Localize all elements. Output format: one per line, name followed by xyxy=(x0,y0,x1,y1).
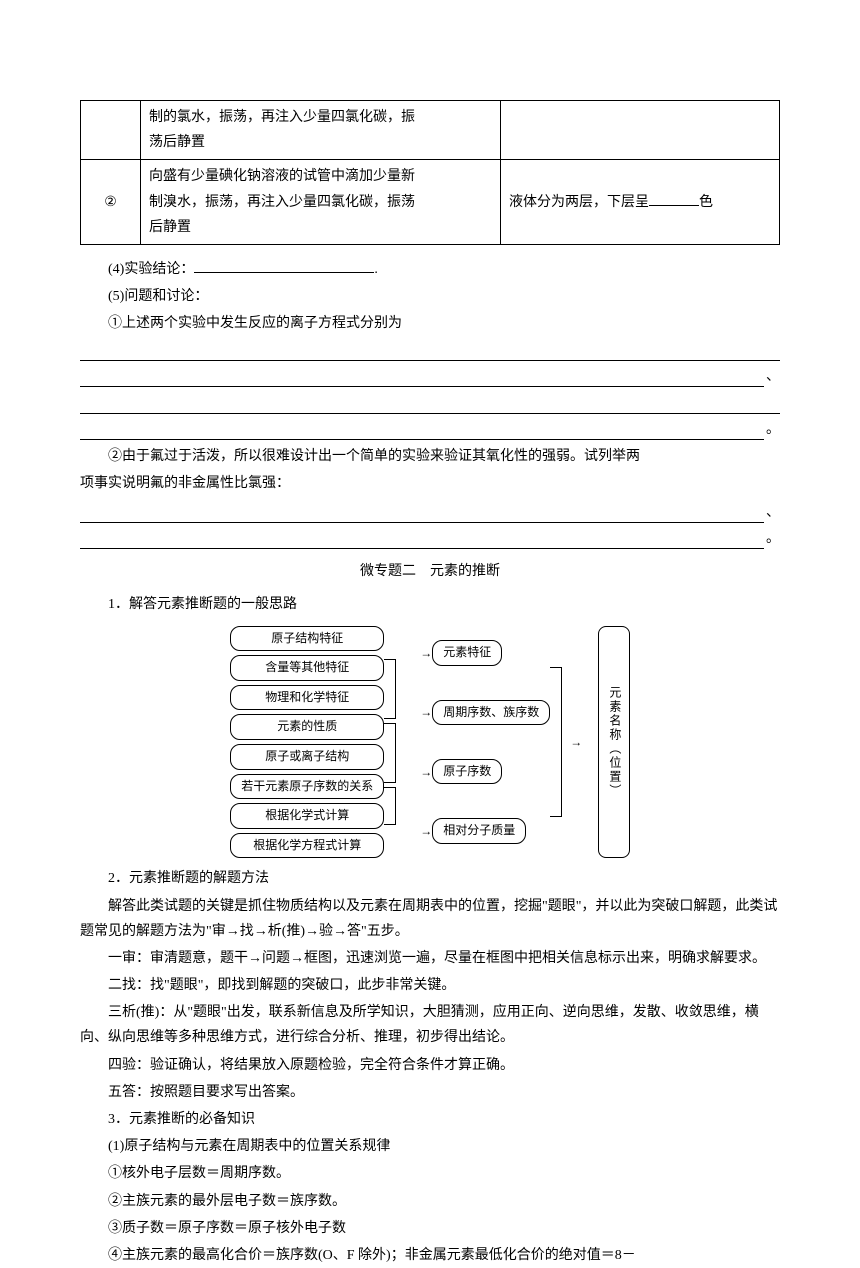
q5-sub1: ①上述两个实验中发生反应的离子方程式分别为 xyxy=(80,311,780,336)
answer-line-group: 、 xyxy=(80,498,780,524)
arrow-icon: → xyxy=(420,766,432,778)
p2-5: 四验：验证确认，将结果放入原题检验，完全符合条件才算正确。 xyxy=(80,1053,780,1078)
period: . xyxy=(374,262,378,277)
p3-2: ②主族元素的最外层电子数＝族序数。 xyxy=(80,1189,780,1214)
row2-num: ② xyxy=(81,160,141,245)
p3-3: ③质子数＝原子序数＝原子核外电子数 xyxy=(80,1216,780,1241)
arrow-icon: → xyxy=(420,706,432,718)
text: 向盛有少量碘化钠溶液的试管中滴加少量新 xyxy=(149,164,492,189)
answer-line-group: 、 xyxy=(80,363,780,389)
diagram-left-col: 原子结构特征 含量等其他特征 物理和化学特征 元素的性质 原子或离子结构 若干元… xyxy=(230,626,384,859)
diagram-box: 元素的性质 xyxy=(230,714,384,740)
arrow-icon: → xyxy=(570,736,582,748)
q4-line: (4)实验结论：. xyxy=(80,257,780,282)
sec1: 1．解答元素推断题的一般思路 xyxy=(80,592,780,617)
diagram-right-box: 元素名称︵位置︶ xyxy=(598,626,630,859)
p3-1: ①核外电子层数＝周期序数。 xyxy=(80,1161,780,1186)
arrow-icon: → xyxy=(420,647,432,659)
text: 荡后静置 xyxy=(149,130,492,155)
diagram-mid-row: →原子序数 xyxy=(420,759,550,785)
micro-title: 微专题二 元素的推断 xyxy=(80,559,780,584)
diagram-box: 根据化学方程式计算 xyxy=(230,833,384,859)
answer-line xyxy=(80,418,764,440)
text: 制溴水，振荡，再注入少量四氯化碳，振荡 xyxy=(149,190,492,215)
diagram-box: 含量等其他特征 xyxy=(230,655,384,681)
diagram-box: 周期序数、族序数 xyxy=(432,700,550,726)
row1-result xyxy=(501,101,780,160)
answer-line xyxy=(80,365,764,387)
row1-procedure: 制的氯水，振荡，再注入少量四氯化碳，振 荡后静置 xyxy=(141,101,501,160)
answer-line xyxy=(80,500,764,522)
diagram-mid-row: →元素特征 xyxy=(420,640,550,666)
connector xyxy=(550,626,570,859)
sec3: 3．元素推断的必备知识 xyxy=(80,1107,780,1132)
diagram-box: 元素特征 xyxy=(432,640,502,666)
answer-line-group: 。 xyxy=(80,525,780,551)
sec2: 2．元素推断题的解题方法 xyxy=(80,866,780,891)
answer-line-group: 。 xyxy=(80,416,780,442)
p2-1: 解答此类试题的关键是抓住物质结构以及元素在周期表中的位置，挖掘"题眼"，并以此为… xyxy=(80,894,780,944)
flowchart-diagram: 原子结构特征 含量等其他特征 物理和化学特征 元素的性质 原子或离子结构 若干元… xyxy=(80,626,780,859)
diagram-box: 原子或离子结构 xyxy=(230,744,384,770)
row1-num xyxy=(81,101,141,160)
punct-ju: 。 xyxy=(766,526,780,551)
blank xyxy=(649,205,699,206)
row2-result: 液体分为两层，下层呈 色 xyxy=(501,160,780,245)
bracket xyxy=(384,723,396,783)
text: 后静置 xyxy=(149,215,492,240)
table-row: ② 向盛有少量碘化钠溶液的试管中滴加少量新 制溴水，振荡，再注入少量四氯化碳，振… xyxy=(81,160,780,245)
punct-dun: 、 xyxy=(766,364,780,389)
text: 色 xyxy=(699,195,713,210)
arrow-icon: → xyxy=(420,825,432,837)
q5-label: (5)问题和讨论： xyxy=(80,284,780,309)
p2-4: 三析(推)：从"题眼"出发，联系新信息及所学知识，大胆猜测，应用正向、逆向思维，… xyxy=(80,1000,780,1050)
diagram-box: 若干元素原子序数的关系 xyxy=(230,774,384,800)
row2-procedure: 向盛有少量碘化钠溶液的试管中滴加少量新 制溴水，振荡，再注入少量四氯化碳，振荡 … xyxy=(141,160,501,245)
answer-line xyxy=(80,391,780,413)
diagram-box: 原子序数 xyxy=(432,759,502,785)
p2-6: 五答：按照题目要求写出答案。 xyxy=(80,1080,780,1105)
connector xyxy=(384,626,404,859)
bracket xyxy=(384,787,396,825)
text: 制的氯水，振荡，再注入少量四氯化碳，振 xyxy=(149,105,492,130)
text: 液体分为两层，下层呈 xyxy=(509,195,649,210)
diagram-box: 根据化学式计算 xyxy=(230,803,384,829)
punct-ju: 。 xyxy=(766,417,780,442)
p2-3: 二找：找"题眼"，即找到解题的突破口，此步非常关键。 xyxy=(80,973,780,998)
p3-4: ④主族元素的最高化合价＝族序数(O、F 除外)；非金属元素最低化合价的绝对值＝8… xyxy=(80,1243,780,1268)
bracket xyxy=(550,667,562,817)
punct-dun: 、 xyxy=(766,500,780,525)
diagram-mid-col: →元素特征 →周期序数、族序数 →原子序数 →相对分子质量 xyxy=(420,626,550,859)
diagram-mid-row: →周期序数、族序数 xyxy=(420,700,550,726)
answer-line xyxy=(80,527,764,549)
q5-sub2-l1: ②由于氟过于活泼，所以很难设计出一个简单的实验来验证其氧化性的强弱。试列举两 xyxy=(80,444,780,469)
q4-label: (4)实验结论： xyxy=(108,262,194,277)
diagram-box: 物理和化学特征 xyxy=(230,685,384,711)
p2-2: 一审：审清题意，题干→问题→框图，迅速浏览一遍，尽量在框图中把相关信息标示出来，… xyxy=(80,946,780,971)
experiment-table: 制的氯水，振荡，再注入少量四氯化碳，振 荡后静置 ② 向盛有少量碘化钠溶液的试管… xyxy=(80,100,780,245)
q5-sub2-l2: 项事实说明氟的非金属性比氯强： xyxy=(80,471,780,496)
diagram-mid-row: →相对分子质量 xyxy=(420,818,550,844)
p3-0: (1)原子结构与元素在周期表中的位置关系规律 xyxy=(80,1134,780,1159)
table-row: 制的氯水，振荡，再注入少量四氯化碳，振 荡后静置 xyxy=(81,101,780,160)
diagram-box: 原子结构特征 xyxy=(230,626,384,652)
answer-line xyxy=(80,339,780,361)
diagram-box: 相对分子质量 xyxy=(432,818,526,844)
bracket xyxy=(384,659,396,719)
blank xyxy=(194,259,374,273)
